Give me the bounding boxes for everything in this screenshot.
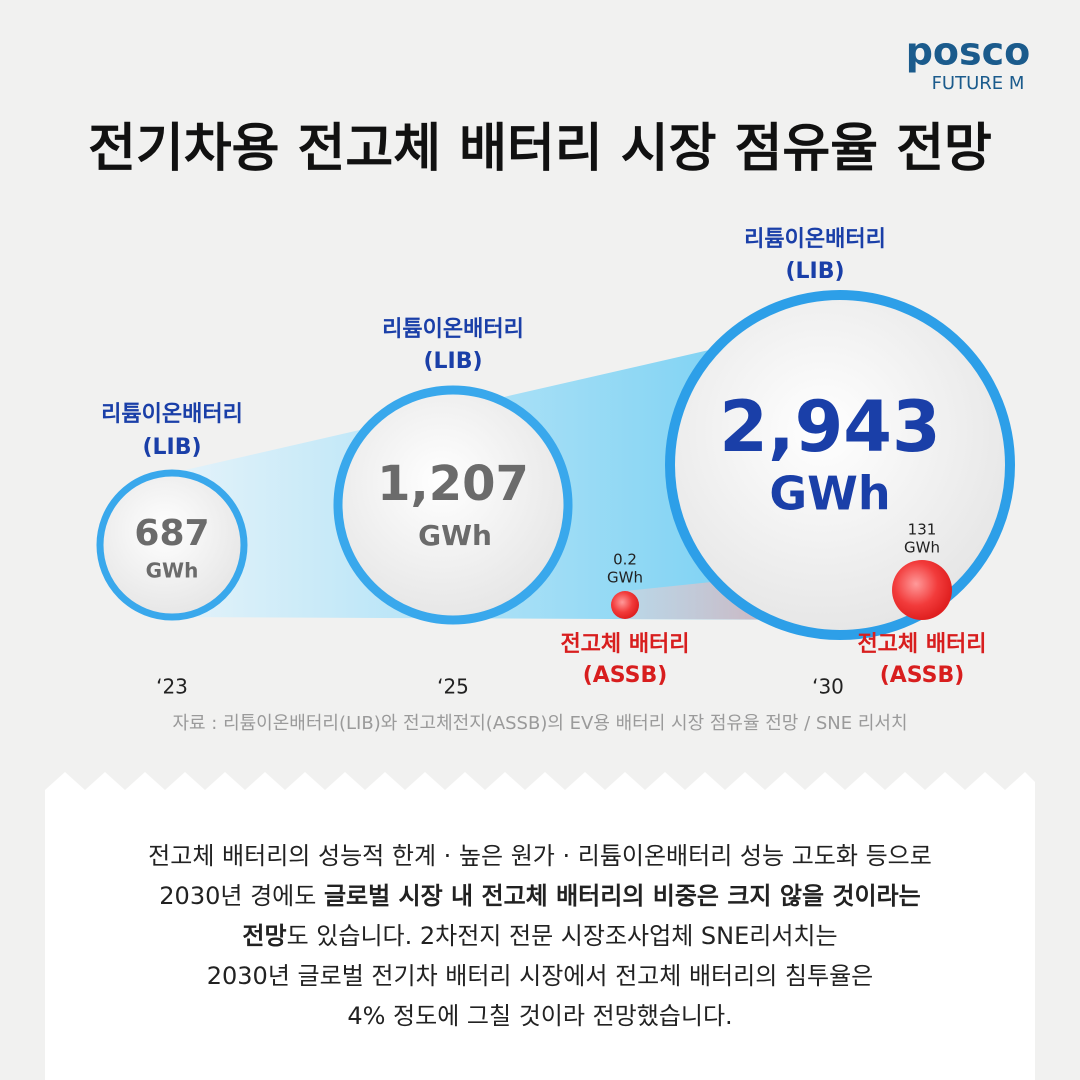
lib-label: 리튬이온배터리 [101, 402, 243, 427]
body-text: 전고체 배터리의 성능적 한계 · 높은 원가 · 리튬이온배터리 성능 고도화… [148, 842, 932, 870]
assb-label: 전고체 배터리 [560, 632, 689, 657]
body-bold: 글로벌 시장 내 전고체 배터리의 비중은 크지 않을 것이라는 [324, 882, 921, 910]
assb-circle [892, 560, 952, 620]
lib-abbr: (LIB) [142, 435, 201, 460]
lib-circle [665, 290, 1015, 640]
lib-abbr: (LIB) [423, 349, 482, 374]
body-text: 2030년 경에도 [159, 882, 324, 910]
lib-circle [96, 469, 248, 621]
lib-value: 2,943 [719, 386, 940, 468]
lib-abbr: (LIB) [785, 259, 844, 284]
year: ‘25 [437, 675, 469, 699]
assb-unit: GWh [904, 539, 940, 557]
assb-value: 131 [908, 521, 937, 539]
body-bold: 전망 [242, 922, 286, 950]
lib-value: 1,207 [377, 456, 529, 512]
lib-unit: GWh [146, 559, 199, 583]
body-line: 2030년 경에도 글로벌 시장 내 전고체 배터리의 비중은 크지 않을 것이… [159, 882, 920, 910]
body-text: 2030년 글로벌 전기차 배터리 시장에서 전고체 배터리의 침투율은 [207, 962, 873, 990]
year: ‘30 [812, 675, 844, 699]
text-panel [45, 772, 1035, 1080]
body-text: 4% 정도에 그칠 것이라 전망했습니다. [347, 1002, 732, 1030]
title: 전기차용 전고체 배터리 시장 점유율 전망 [88, 119, 992, 179]
lib-unit: GWh [769, 467, 890, 521]
lib-label: 리튬이온배터리 [744, 227, 886, 252]
assb-unit: GWh [607, 569, 643, 587]
year: ‘23 [156, 675, 188, 699]
lib-label: 리튬이온배터리 [382, 317, 524, 342]
assb-abbr: (ASSB) [880, 663, 965, 688]
assb-abbr: (ASSB) [583, 663, 668, 688]
assb-circle [611, 591, 639, 619]
logo-sub: FUTURE M [932, 73, 1025, 94]
body-line: 2030년 글로벌 전기차 배터리 시장에서 전고체 배터리의 침투율은 [207, 962, 873, 990]
source: 자료 : 리튬이온배터리(LIB)와 전고체전지(ASSB)의 EV용 배터리 … [172, 713, 907, 734]
logo-brand: posco [906, 30, 1031, 74]
assb-value: 0.2 [613, 551, 637, 569]
body-text: 도 있습니다. 2차전지 전문 시장조사업체 SNE리서치는 [287, 922, 838, 950]
lib-circle [333, 385, 573, 625]
body-line: 전망도 있습니다. 2차전지 전문 시장조사업체 SNE리서치는 [242, 922, 837, 950]
body-line: 4% 정도에 그칠 것이라 전망했습니다. [347, 1002, 732, 1030]
lib-unit: GWh [418, 519, 492, 552]
assb-label: 전고체 배터리 [857, 632, 986, 657]
body-line: 전고체 배터리의 성능적 한계 · 높은 원가 · 리튬이온배터리 성능 고도화… [148, 842, 932, 870]
lib-value: 687 [134, 513, 209, 554]
